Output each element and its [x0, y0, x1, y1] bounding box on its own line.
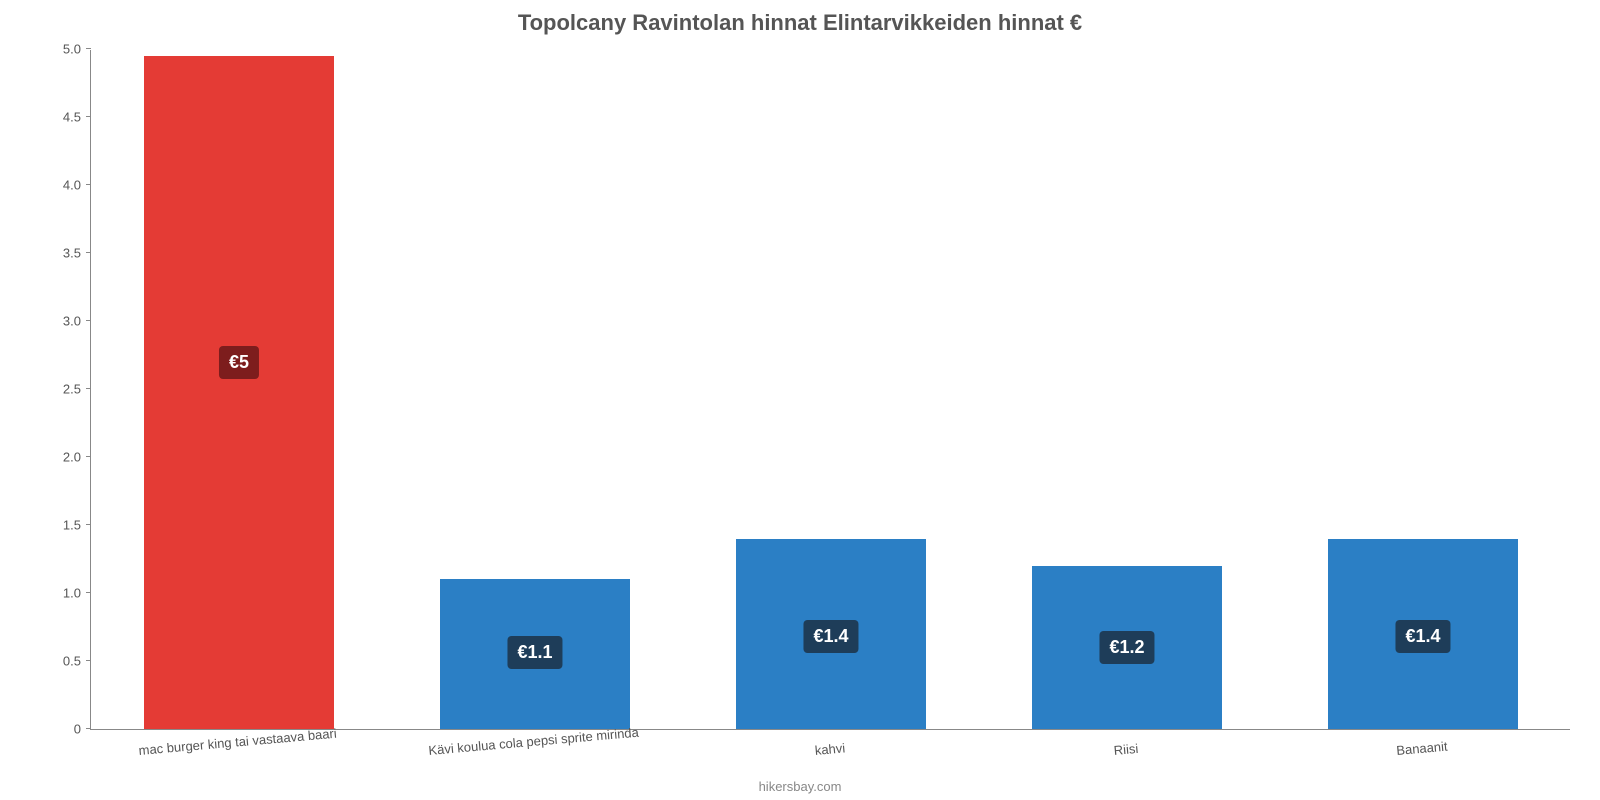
bar-value-label: €5 [219, 346, 259, 379]
x-axis-labels: mac burger king tai vastaava baariKävi k… [90, 735, 1570, 785]
y-tick-mark [86, 592, 91, 593]
x-tick-label: Banaanit [1396, 739, 1448, 758]
y-tick-mark [86, 388, 91, 389]
attribution-text: hikersbay.com [0, 779, 1600, 794]
y-tick-label: 5.0 [63, 42, 91, 57]
y-tick-mark [86, 320, 91, 321]
y-tick-label: 4.5 [63, 110, 91, 125]
y-tick-label: 0.5 [63, 654, 91, 669]
bar: €1.2 [1032, 566, 1222, 729]
y-tick-label: 1.5 [63, 518, 91, 533]
bars-container: €5 €1.1 €1.4 €1.2 €1.4 [91, 50, 1570, 729]
bar: €1.4 [736, 539, 926, 729]
y-tick-label: 1.0 [63, 586, 91, 601]
bar-value-label: €1.4 [803, 620, 858, 653]
bar: €5 [144, 56, 334, 729]
y-tick-label: 0 [74, 722, 91, 737]
y-tick-label: 4.0 [63, 178, 91, 193]
y-tick-mark [86, 660, 91, 661]
x-tick-label: kahvi [814, 740, 846, 758]
x-tick-label: mac burger king tai vastaava baari [138, 726, 337, 758]
y-tick-mark [86, 456, 91, 457]
y-tick-mark [86, 184, 91, 185]
y-tick-mark [86, 524, 91, 525]
bar: €1.1 [440, 579, 630, 729]
bar-value-label: €1.1 [507, 636, 562, 669]
y-tick-mark [86, 48, 91, 49]
y-tick-mark [86, 116, 91, 117]
y-tick-label: 2.5 [63, 382, 91, 397]
bar: €1.4 [1328, 539, 1518, 729]
y-tick-label: 3.5 [63, 246, 91, 261]
y-tick-label: 3.0 [63, 314, 91, 329]
y-tick-mark [86, 252, 91, 253]
y-tick-mark [86, 728, 91, 729]
bar-value-label: €1.4 [1395, 620, 1450, 653]
plot-area: €5€1.1€1.4€1.2€1.4 00.51.01.52.02.53.03.… [90, 50, 1570, 730]
x-tick-label: Riisi [1113, 741, 1139, 758]
chart-title: Topolcany Ravintolan hinnat Elintarvikke… [0, 10, 1600, 36]
y-tick-label: 2.0 [63, 450, 91, 465]
bar-value-label: €1.2 [1099, 631, 1154, 664]
